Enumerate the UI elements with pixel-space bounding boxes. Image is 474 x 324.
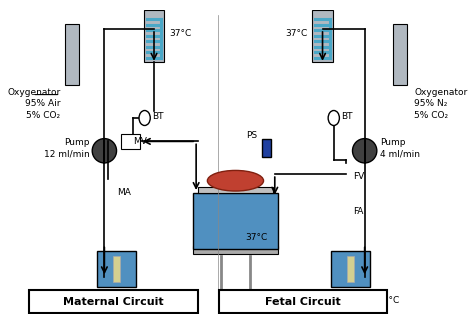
- Bar: [65, 24, 79, 85]
- FancyBboxPatch shape: [29, 290, 198, 313]
- Text: BT: BT: [152, 112, 164, 121]
- Text: MA: MA: [118, 188, 131, 197]
- Text: 37°C: 37°C: [285, 29, 308, 38]
- Bar: [121, 134, 140, 149]
- Ellipse shape: [139, 110, 150, 125]
- Text: MV: MV: [133, 137, 147, 146]
- FancyBboxPatch shape: [219, 290, 387, 313]
- Bar: [393, 24, 407, 85]
- Bar: [312, 10, 333, 62]
- Bar: [347, 256, 355, 282]
- Bar: [113, 256, 120, 282]
- Ellipse shape: [328, 110, 339, 125]
- Text: 37°C: 37°C: [245, 233, 267, 242]
- Text: BT: BT: [341, 112, 353, 121]
- Text: Oxygenator
95% N₂
5% CO₂: Oxygenator 95% N₂ 5% CO₂: [414, 88, 467, 120]
- Text: Maternal Circuit: Maternal Circuit: [64, 296, 164, 307]
- Text: Oxygenator
95% Air
5% CO₂: Oxygenator 95% Air 5% CO₂: [7, 88, 60, 120]
- Text: Pump
4 ml/min: Pump 4 ml/min: [380, 138, 419, 158]
- Circle shape: [353, 139, 377, 163]
- Bar: [144, 10, 164, 62]
- Bar: [331, 251, 370, 286]
- Text: Fetal Circuit: Fetal Circuit: [265, 296, 341, 307]
- Text: 37°C: 37°C: [169, 29, 191, 38]
- Circle shape: [92, 139, 117, 163]
- Text: Pump
12 ml/min: Pump 12 ml/min: [44, 138, 90, 158]
- Text: 37°C: 37°C: [377, 296, 399, 305]
- Bar: [193, 246, 278, 254]
- Bar: [198, 187, 273, 193]
- Text: PS: PS: [246, 132, 257, 141]
- Text: FV: FV: [354, 172, 365, 181]
- Bar: [262, 139, 271, 157]
- Bar: [193, 193, 278, 249]
- Text: FA: FA: [354, 207, 364, 216]
- Ellipse shape: [207, 170, 264, 191]
- Bar: [97, 251, 136, 286]
- Text: 37°C: 37°C: [68, 296, 91, 305]
